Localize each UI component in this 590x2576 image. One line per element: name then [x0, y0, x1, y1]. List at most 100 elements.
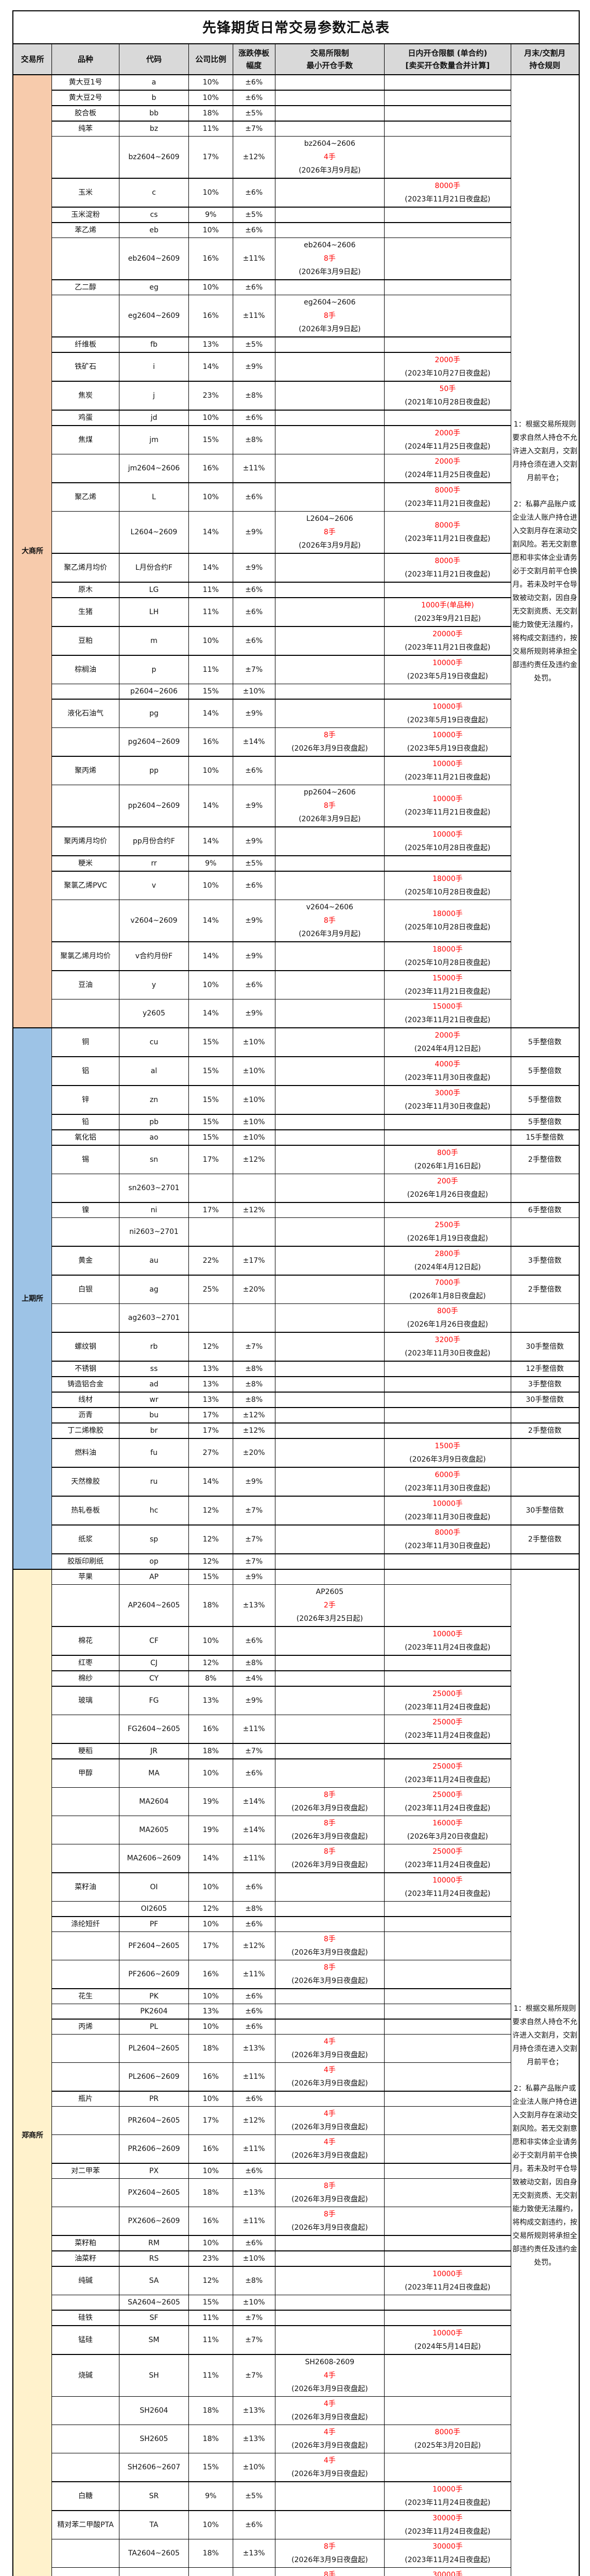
column-header-text: 交易所 — [21, 55, 44, 64]
exchange-limit-cell: 4手 (2026年3月9日夜盘起) — [274, 2425, 385, 2453]
code-cell: FG2604~2605 — [118, 1715, 189, 1744]
intraday-limit-cell: 10000手 (2023年5月19日夜盘起) — [384, 655, 511, 684]
product-cell: 聚丙烯 — [51, 756, 119, 785]
product-cell: 粳米 — [51, 855, 119, 872]
price-band-cell: ±6% — [232, 626, 275, 656]
price-band-cell: ±12% — [232, 2106, 275, 2135]
code-cell: b — [118, 90, 189, 106]
intraday-limit-cell: 25000手 (2023年11月24日夜盘起) — [384, 1715, 511, 1744]
rule-cell: 30手整倍数 — [510, 1332, 580, 1362]
product-cell — [51, 900, 119, 942]
margin-cell: 13% — [188, 1361, 233, 1377]
product-cell: 聚乙烯月均价 — [51, 553, 119, 583]
limit-value: 30000手 — [432, 2571, 463, 2576]
table-row: SA2604~2605 15% ±10% — [13, 2295, 579, 2311]
price-band-cell: ±14% — [232, 1816, 275, 1844]
table-row: bz2604~2609 17% ±12% bz2604~2606 4手 (2026年3月9… — [13, 136, 579, 179]
exchange-limit-cell — [274, 756, 385, 785]
price-band-cell: ±7% — [232, 2325, 275, 2355]
product-cell — [51, 2453, 119, 2482]
limit-note: (2026年3月9日夜盘起) — [291, 1948, 368, 1957]
exchange-limit-cell — [274, 1275, 385, 1304]
price-band-cell: ±10% — [232, 1114, 275, 1130]
price-band-cell: ±9% — [232, 1686, 275, 1715]
product-cell — [51, 2295, 119, 2311]
code-cell: CF — [118, 1626, 189, 1656]
exchange-limit-cell — [274, 1332, 385, 1362]
product-cell — [51, 136, 119, 179]
intraday-limit-cell — [384, 2453, 511, 2482]
limit-value: 8手 — [323, 1848, 336, 1856]
margin-cell: 15% — [188, 2453, 233, 2482]
rule-cell — [510, 1174, 580, 1203]
code-cell: SH2606~2607 — [118, 2453, 189, 2482]
exchange-limit-cell — [274, 626, 385, 656]
table-row: 生猪 LH 11% ±6% 1000手(单品种) (2023年9月21日起) — [13, 597, 579, 627]
price-band-cell: ±12% — [232, 1931, 275, 1960]
table-row: 棕榈油 p 11% ±7% 10000手 (2023年5月19日夜盘起) — [13, 655, 579, 684]
rule-cell: 2手整倍数 — [510, 1524, 580, 1554]
table-row: MA2606~2609 14% ±11% 8手 (2026年3月9日夜盘起) 25000手… — [13, 1844, 579, 1873]
table-row: 氧化铝 ao 15% ±10% 15手整倍数 — [13, 1129, 580, 1146]
intraday-limit-cell — [384, 1361, 511, 1377]
margin-cell: 19% — [188, 1816, 233, 1844]
limit-note: (2026年3月9日夜盘起) — [409, 1455, 486, 1464]
intraday-limit-cell: 30000手 (2023年11月24日夜盘起) — [384, 2539, 511, 2568]
product-cell — [51, 1715, 119, 1744]
limit-value: 200手 — [437, 1177, 458, 1185]
code-cell: sp — [118, 1524, 189, 1554]
price-band-cell: ±9% — [232, 699, 275, 728]
limit-note: (2026年1月8日夜盘起) — [409, 1292, 486, 1300]
exchange-limit-cell: 8手 (2026年3月9日夜盘起) — [274, 2539, 385, 2568]
table-row: 聚乙烯月均价 L月份合约F 14% ±9% 8000手 (2023年11月21日夜盘起) — [13, 553, 579, 583]
limit-value: 2800手 — [435, 1250, 461, 1258]
price-band-cell: ±5% — [232, 855, 275, 872]
exchange-limit-cell — [274, 2481, 385, 2511]
code-cell: ni — [118, 1202, 189, 1218]
product-cell: 纸浆 — [51, 1524, 119, 1554]
product-cell — [51, 2004, 119, 2020]
limit-value: 4手 — [323, 153, 336, 161]
limit-note: (2026年3月9月起) — [299, 166, 361, 175]
margin-cell: 16% — [188, 2207, 233, 2236]
margin-cell: 10% — [188, 2510, 233, 2539]
limit-note: (2023年11月30日夜盘起) — [405, 1074, 491, 1082]
product-cell: 棉纱 — [51, 1670, 119, 1687]
table-row: eg2604~2609 16% ±11% eg2604~2606 8手 (2026年3月9… — [13, 295, 579, 337]
limit-value: 10000手 — [432, 2329, 463, 2337]
column-header-month-end-rule: 月末/交割月 持仓规则 — [510, 43, 580, 75]
product-cell: 螺纹钢 — [51, 1332, 119, 1362]
exchange-limit-cell — [274, 1303, 385, 1333]
product-cell: 丁二烯橡胶 — [51, 1422, 119, 1439]
rule-cell: 30手整倍数 — [510, 1496, 580, 1526]
price-band-cell: ±6% — [232, 2019, 275, 2035]
margin-cell: 18% — [188, 2425, 233, 2453]
intraday-limit-cell — [384, 1584, 511, 1627]
product-cell: 聚丙烯月均价 — [51, 826, 119, 856]
intraday-limit-cell — [384, 2354, 511, 2397]
exchange-limit-cell — [274, 381, 385, 411]
margin-cell: 23% — [188, 381, 233, 411]
code-cell: ss — [118, 1361, 189, 1377]
intraday-limit-cell — [384, 2250, 511, 2267]
table-row: TA2604~2605 18% ±13% 8手 (2026年3月9日夜盘起) 30000手… — [13, 2539, 579, 2568]
price-band-cell: ±6% — [232, 1916, 275, 1932]
limit-note: (2026年3月9月起) — [299, 541, 361, 550]
limit-value: 8手 — [323, 917, 336, 925]
exchange-limit-cell: 4手 (2026年3月9日夜盘起) — [274, 2106, 385, 2135]
limit-note: (2023年11月21日夜盘起) — [405, 535, 491, 543]
code-cell: PR2604~2605 — [118, 2106, 189, 2135]
code-cell: pp2604~2609 — [118, 785, 189, 827]
intraday-limit-cell — [384, 90, 511, 106]
limit-value: 30000手 — [432, 2543, 463, 2551]
product-cell — [51, 2207, 119, 2236]
limit-value: 4000手 — [435, 1060, 461, 1069]
intraday-limit-cell — [384, 2106, 511, 2135]
intraday-limit-cell: 15000手 (2023年11月21日夜盘起) — [384, 970, 511, 999]
product-cell — [51, 2567, 119, 2576]
product-cell: 铜 — [51, 1027, 119, 1057]
product-cell: 焦炭 — [51, 381, 119, 411]
margin-cell: 11% — [188, 655, 233, 684]
product-cell: 纯苯 — [51, 121, 119, 137]
exchange-limit-cell — [274, 1361, 385, 1377]
